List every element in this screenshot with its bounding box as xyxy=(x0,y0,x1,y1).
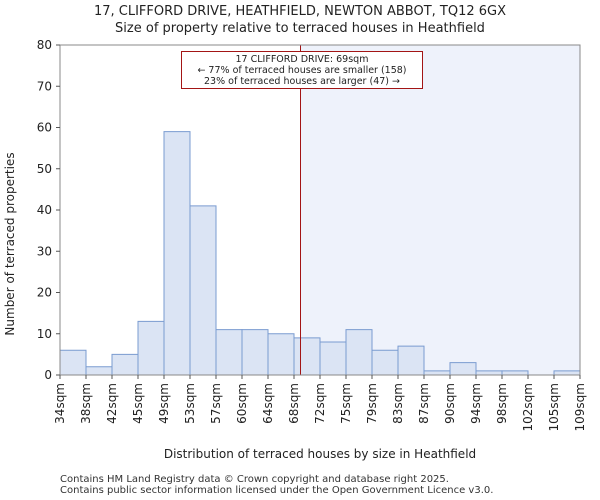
bar-98sqm xyxy=(501,370,529,376)
x-tick-label: 57sqm xyxy=(209,383,223,424)
y-tick-label: 10 xyxy=(37,327,52,341)
x-tick-label: 45sqm xyxy=(131,383,145,424)
bar-53sqm xyxy=(189,205,217,376)
x-tick-label: 109sqm xyxy=(573,383,587,431)
annotation-larger: 23% of terraced houses are larger (47) → xyxy=(204,76,400,87)
x-tick-label: 38sqm xyxy=(79,383,93,424)
y-tick-label: 0 xyxy=(44,368,52,382)
x-tick-label: 105sqm xyxy=(547,383,561,431)
x-tick-label: 42sqm xyxy=(105,383,119,424)
x-tick-label: 72sqm xyxy=(313,383,327,424)
y-tick-label: 40 xyxy=(37,203,52,217)
bar-79sqm xyxy=(371,349,399,376)
x-tick-label: 90sqm xyxy=(443,383,457,424)
bar-60sqm xyxy=(241,329,269,376)
bar-49sqm xyxy=(163,131,191,376)
chart-title-address: 17, CLIFFORD DRIVE, HEATHFIELD, NEWTON A… xyxy=(93,4,507,19)
y-tick-label: 30 xyxy=(37,244,52,258)
x-tick-label: 94sqm xyxy=(469,383,483,424)
bar-45sqm xyxy=(137,320,165,376)
bar-105sqm xyxy=(553,370,581,376)
x-tick-label: 34sqm xyxy=(53,383,67,424)
bar-94sqm xyxy=(475,370,503,376)
bar-68sqm xyxy=(293,337,321,376)
bar-34sqm xyxy=(59,349,87,376)
x-tick-label: 79sqm xyxy=(365,383,379,424)
y-tick-label: 50 xyxy=(37,162,52,176)
bar-64sqm xyxy=(267,333,295,376)
chart-title: Size of property relative to terraced ho… xyxy=(115,21,485,36)
x-tick-label: 87sqm xyxy=(417,383,431,424)
y-axis-label: Number of terraced properties xyxy=(3,152,17,336)
x-tick-label: 68sqm xyxy=(287,383,301,424)
bar-57sqm xyxy=(215,329,243,376)
bar-90sqm xyxy=(449,362,477,376)
footer-licence: Contains public sector information licen… xyxy=(60,485,494,496)
bar-72sqm xyxy=(319,341,347,376)
bar-42sqm xyxy=(111,353,139,376)
x-axis-label: Distribution of terraced houses by size … xyxy=(163,447,477,461)
property-annotation: 17 CLIFFORD DRIVE: 69sqm ← 77% of terrac… xyxy=(181,51,423,89)
bar-87sqm xyxy=(423,370,451,376)
larger-region-shade xyxy=(300,45,580,375)
y-tick-label: 70 xyxy=(37,79,52,93)
x-tick-label: 64sqm xyxy=(261,383,275,424)
x-tick-label: 53sqm xyxy=(183,383,197,424)
x-tick-label: 102sqm xyxy=(521,383,535,431)
y-tick-label: 80 xyxy=(37,38,52,52)
x-tick-label: 75sqm xyxy=(339,383,353,424)
x-tick-label: 83sqm xyxy=(391,383,405,424)
x-tick-label: 49sqm xyxy=(157,383,171,424)
bar-38sqm xyxy=(85,366,113,376)
y-tick-label: 20 xyxy=(37,286,52,300)
annotation-smaller: ← 77% of terraced houses are smaller (15… xyxy=(197,65,407,76)
x-tick-label: 98sqm xyxy=(495,383,509,424)
footer-copyright: Contains HM Land Registry data © Crown c… xyxy=(60,474,449,485)
x-tick-label: 60sqm xyxy=(235,383,249,424)
y-tick-label: 60 xyxy=(37,121,52,135)
bar-83sqm xyxy=(397,345,425,376)
bar-75sqm xyxy=(345,329,373,376)
annotation-property: 17 CLIFFORD DRIVE: 69sqm xyxy=(235,54,369,65)
